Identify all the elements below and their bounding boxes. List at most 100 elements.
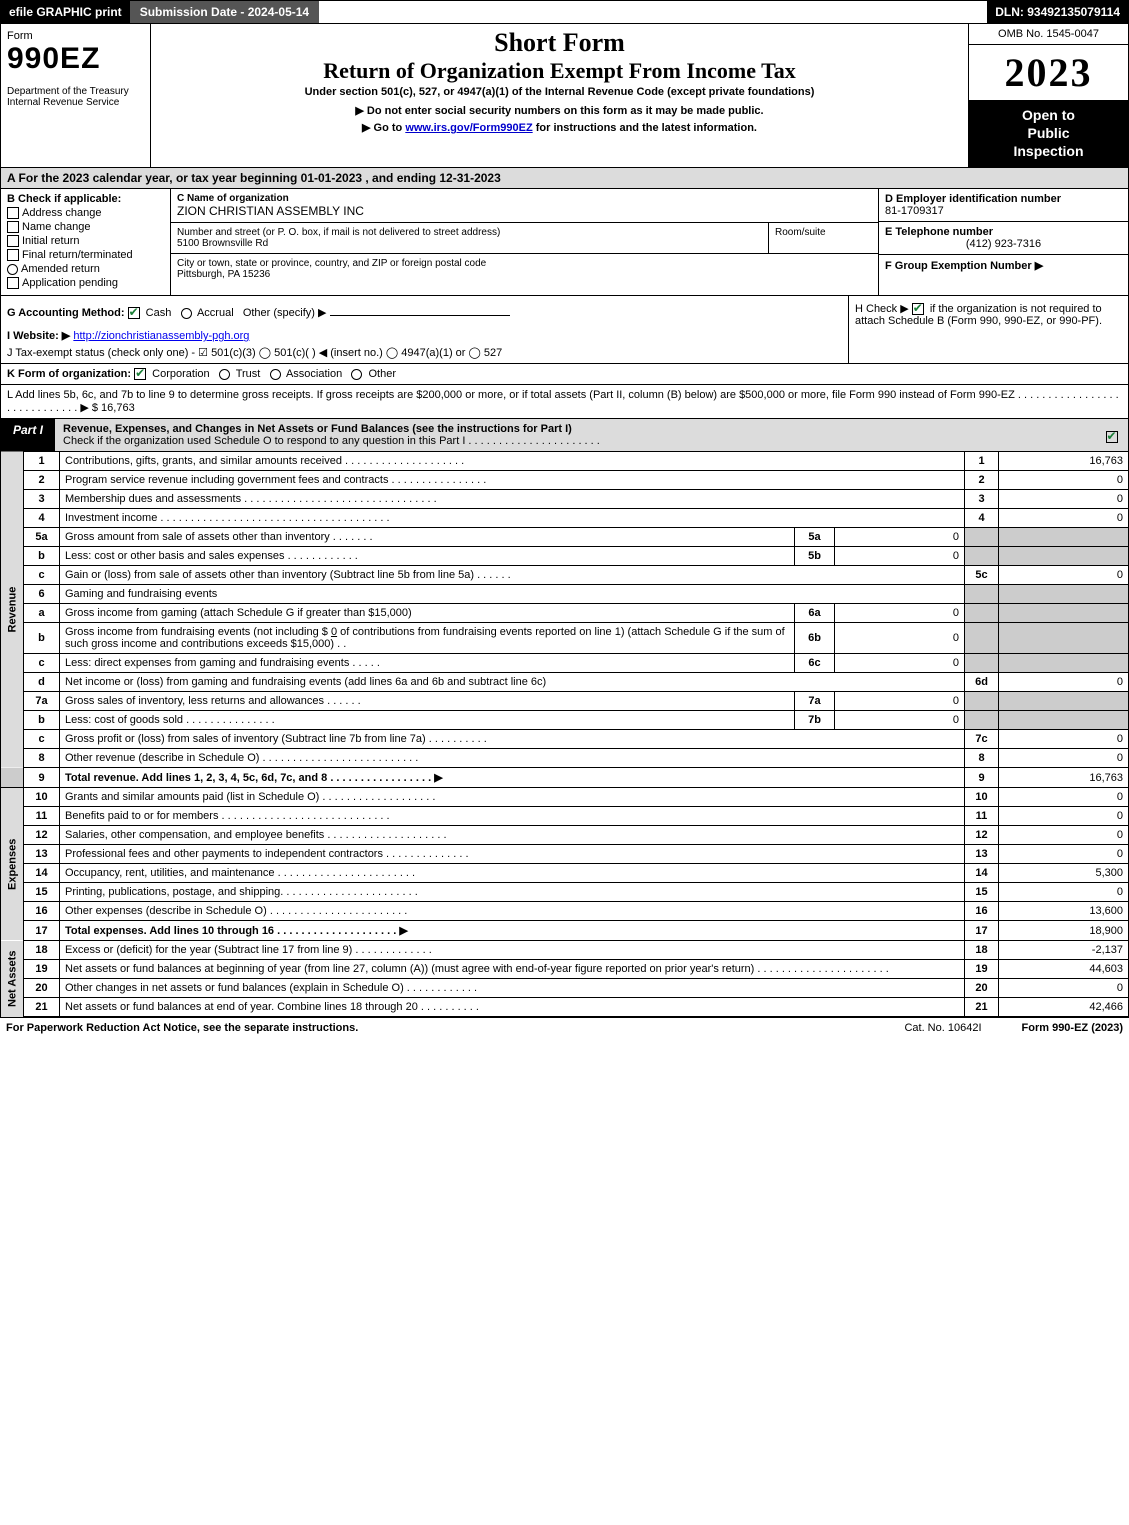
submission-date: Submission Date - 2024-05-14 (130, 1, 319, 23)
ln2-text: Program service revenue including govern… (60, 471, 965, 490)
ln1-num: 1 (24, 452, 60, 471)
ln5a-rn (965, 528, 999, 547)
col-c: C Name of organization ZION CHRISTIAN AS… (171, 189, 878, 295)
ln15-text: Printing, publications, postage, and shi… (60, 883, 965, 902)
g-cash-check[interactable] (128, 307, 140, 319)
k-corp-check[interactable] (134, 368, 146, 380)
k-row: K Form of organization: Corporation Trus… (0, 364, 1129, 385)
ln3-val: 0 (999, 490, 1129, 509)
k-assoc-radio[interactable] (270, 369, 281, 380)
dept-label: Department of the Treasury Internal Reve… (7, 86, 144, 108)
goto-post: for instructions and the latest informat… (536, 122, 757, 134)
form-number: 990EZ (7, 42, 144, 76)
ln9-text: Total revenue. Add lines 1, 2, 3, 4, 5c,… (60, 768, 965, 788)
part-check[interactable] (1098, 419, 1128, 451)
ln6a-text: Gross income from gaming (attach Schedul… (60, 604, 795, 623)
ln1-rn: 1 (965, 452, 999, 471)
k-other-radio[interactable] (351, 369, 362, 380)
ln13-text: Professional fees and other payments to … (60, 845, 965, 864)
ln6d-text: Net income or (loss) from gaming and fun… (60, 673, 965, 692)
ln11-text: Benefits paid to or for members . . . . … (60, 807, 965, 826)
ln5b-rv (999, 547, 1129, 566)
part-i-header: Part I Revenue, Expenses, and Changes in… (0, 419, 1129, 452)
open-to-public: Open to Public Inspection (969, 100, 1128, 167)
open-l3: Inspection (973, 142, 1124, 160)
l-amount: 16,763 (101, 402, 135, 414)
k-trust-radio[interactable] (219, 369, 230, 380)
d-lbl: D Employer identification number (885, 193, 1122, 205)
ln2-val: 0 (999, 471, 1129, 490)
ln6b-underline: 0 (331, 626, 337, 638)
b-opt-final[interactable]: Final return/terminated (7, 249, 164, 261)
ln21-text: Net assets or fund balances at end of ye… (60, 998, 965, 1017)
ln4-text: Investment income . . . . . . . . . . . … (60, 509, 965, 528)
ln11-val: 0 (999, 807, 1129, 826)
gh-row: G Accounting Method: Cash Accrual Other … (0, 296, 1129, 364)
website-link[interactable]: http://zionchristianassembly-pgh.org (73, 330, 249, 342)
ln6b-rv (999, 623, 1129, 654)
ln15-val: 0 (999, 883, 1129, 902)
g-accounting: G Accounting Method: Cash Accrual Other … (1, 296, 848, 363)
ln5c-val: 0 (999, 566, 1129, 585)
i-lbl: I Website: ▶ (7, 330, 70, 342)
ln4-rn: 4 (965, 509, 999, 528)
ln14-rn: 14 (965, 864, 999, 883)
ln21-val: 42,466 (999, 998, 1129, 1017)
g-accrual: Accrual (197, 307, 234, 319)
h-pre: H Check ▶ (855, 303, 912, 315)
g-other-line (330, 315, 510, 316)
side-expenses: Expenses (1, 788, 24, 941)
ln18-text: Excess or (deficit) for the year (Subtra… (60, 941, 965, 960)
j-taxstatus: J Tax-exempt status (check only one) - ☑… (7, 346, 842, 359)
h-check[interactable] (912, 303, 924, 315)
ln7c-val: 0 (999, 730, 1129, 749)
b-opt-name[interactable]: Name change (7, 221, 164, 233)
ln19-rn: 19 (965, 960, 999, 979)
goto-line: ▶ Go to www.irs.gov/Form990EZ for instru… (157, 121, 962, 134)
footer-cat: Cat. No. 10642I (904, 1022, 981, 1034)
f-group: F Group Exemption Number ▶ (879, 255, 1128, 276)
ln14-val: 5,300 (999, 864, 1129, 883)
efile-label[interactable]: efile GRAPHIC print (1, 1, 130, 23)
ln7b-text: Less: cost of goods sold . . . . . . . .… (60, 711, 795, 730)
topbar: efile GRAPHIC print Submission Date - 20… (0, 0, 1129, 24)
ln7b-rn (965, 711, 999, 730)
ln6d-rn: 6d (965, 673, 999, 692)
header-left: Form 990EZ Department of the Treasury In… (1, 24, 151, 167)
ln18-val: -2,137 (999, 941, 1129, 960)
b-opt-address[interactable]: Address change (7, 207, 164, 219)
e-phone: E Telephone number (412) 923-7316 (879, 222, 1128, 255)
ln3-text: Membership dues and assessments . . . . … (60, 490, 965, 509)
ln16-text: Other expenses (describe in Schedule O) … (60, 902, 965, 921)
row-a-period: A For the 2023 calendar year, or tax yea… (0, 168, 1129, 189)
ln1-val: 16,763 (999, 452, 1129, 471)
col-def: D Employer identification number 81-1709… (878, 189, 1128, 295)
subtitle: Under section 501(c), 527, or 4947(a)(1)… (157, 86, 962, 98)
b-opt-initial[interactable]: Initial return (7, 235, 164, 247)
side-net: Net Assets (1, 941, 24, 1017)
b-opt-pending[interactable]: Application pending (7, 277, 164, 289)
ln2-rn: 2 (965, 471, 999, 490)
ln1-text: Contributions, gifts, grants, and simila… (60, 452, 965, 471)
ln7a-text: Gross sales of inventory, less returns a… (60, 692, 795, 711)
ln5b-sn: 5b (795, 547, 835, 566)
ln6c-rn (965, 654, 999, 673)
ln7b-sn: 7b (795, 711, 835, 730)
ln16-rn: 16 (965, 902, 999, 921)
ln10-text: Grants and similar amounts paid (list in… (60, 788, 965, 807)
ln7b-rv (999, 711, 1129, 730)
ln7c-text: Gross profit or (loss) from sales of inv… (60, 730, 965, 749)
k-lead: K Form of organization: (7, 368, 134, 380)
ln8-rn: 8 (965, 749, 999, 768)
b-opt-amended[interactable]: Amended return (7, 263, 164, 275)
k-other: Other (368, 368, 396, 380)
ln6a-sn: 6a (795, 604, 835, 623)
phone-val: (412) 923-7316 (885, 238, 1122, 250)
goto-link[interactable]: www.irs.gov/Form990EZ (405, 122, 532, 134)
ln6b-text1: Gross income from fundraising events (no… (65, 626, 331, 638)
ln6a-rv (999, 604, 1129, 623)
goto-pre: ▶ Go to (362, 122, 405, 134)
ln7a-sn: 7a (795, 692, 835, 711)
g-accrual-radio[interactable] (181, 308, 192, 319)
footer-left: For Paperwork Reduction Act Notice, see … (6, 1022, 904, 1034)
